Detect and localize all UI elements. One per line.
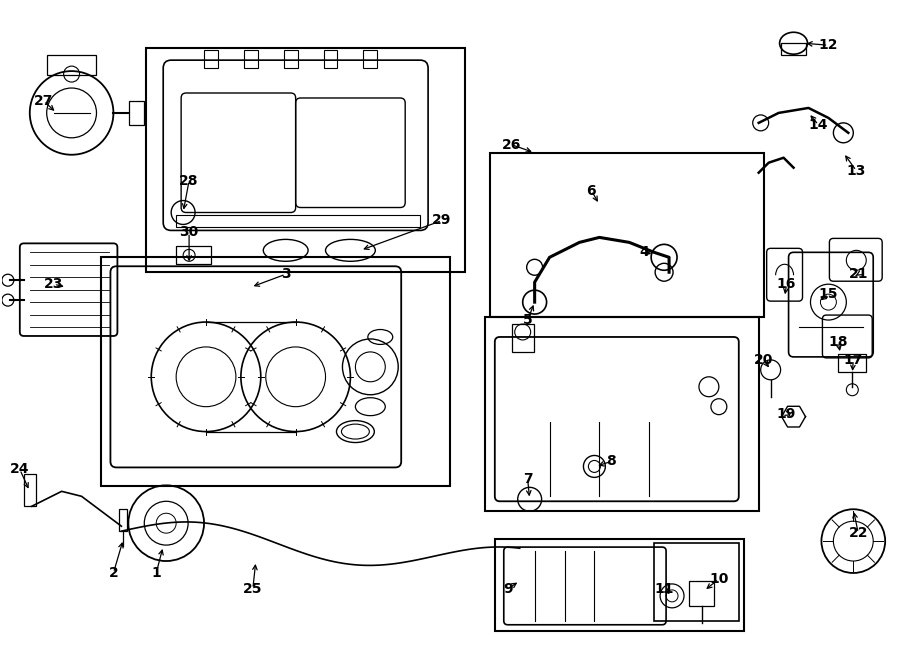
Text: 4: 4	[639, 246, 649, 260]
Bar	[147, 48, 465, 272]
Text: 11: 11	[654, 582, 674, 596]
Bar	[654, 543, 739, 621]
Bar	[23, 475, 36, 506]
Text: 21: 21	[849, 267, 868, 281]
Text: 12: 12	[819, 38, 838, 52]
Text: 30: 30	[179, 226, 199, 240]
Text: 15: 15	[819, 287, 838, 301]
Text: 29: 29	[432, 213, 452, 228]
Text: 23: 23	[44, 277, 63, 291]
Text: 5: 5	[523, 313, 533, 327]
Text: 27: 27	[34, 94, 53, 108]
Text: 6: 6	[587, 183, 596, 197]
Bar	[689, 581, 714, 606]
Text: 1: 1	[151, 566, 161, 580]
Text: 20: 20	[754, 353, 773, 367]
Text: 13: 13	[847, 164, 866, 177]
Text: 7: 7	[523, 473, 533, 487]
Bar	[130, 101, 144, 125]
Bar	[284, 50, 298, 68]
Bar	[204, 50, 218, 68]
Bar	[176, 216, 420, 228]
Text: 16: 16	[777, 277, 797, 291]
Bar	[780, 43, 806, 55]
Bar	[485, 317, 759, 511]
Bar	[244, 50, 257, 68]
Bar	[102, 258, 450, 487]
Bar	[176, 246, 211, 264]
Bar	[512, 324, 534, 352]
Text: 28: 28	[179, 173, 199, 187]
Text: 19: 19	[777, 406, 797, 420]
Bar	[495, 539, 743, 631]
Text: 8: 8	[607, 454, 616, 469]
Bar	[490, 153, 764, 317]
Text: 14: 14	[809, 118, 828, 132]
Text: 3: 3	[281, 267, 291, 281]
Text: 22: 22	[849, 526, 868, 540]
Bar	[839, 354, 866, 372]
Text: 24: 24	[10, 463, 30, 477]
Text: 18: 18	[829, 335, 848, 349]
Text: 9: 9	[503, 582, 513, 596]
Text: 25: 25	[243, 582, 263, 596]
Bar	[323, 50, 338, 68]
Bar	[120, 509, 128, 531]
Text: 17: 17	[843, 353, 863, 367]
Text: 2: 2	[109, 566, 118, 580]
Bar	[364, 50, 377, 68]
Text: 10: 10	[709, 572, 729, 586]
Text: 26: 26	[502, 138, 521, 152]
Bar	[47, 55, 96, 75]
